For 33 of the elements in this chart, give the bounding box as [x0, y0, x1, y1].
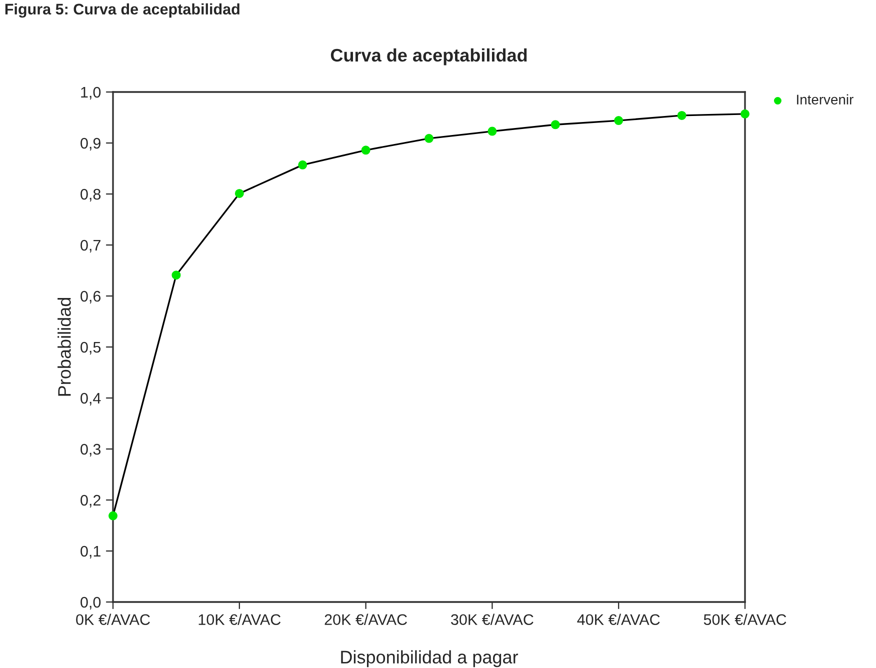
y-tick-label: 0,0 [80, 596, 101, 610]
y-tick-label: 0,5 [80, 342, 101, 354]
y-tick-label: 0,6 [80, 290, 101, 304]
point [677, 110, 686, 120]
y-axis-title: Probabilidad [58, 298, 71, 396]
point [298, 160, 308, 170]
x-tick-label: 40K €/AVAC [577, 614, 660, 626]
point [614, 116, 624, 126]
point [424, 134, 434, 143]
point [361, 146, 370, 155]
point [234, 188, 244, 198]
y-tick-label: 0,2 [80, 494, 100, 508]
point [172, 270, 181, 280]
y-tick-label: 0,3 [80, 444, 101, 456]
point [740, 109, 750, 118]
x-tick-label: 10K €/AVAC [198, 614, 281, 626]
y-tick-label: 0,4 [80, 392, 101, 406]
point [108, 511, 118, 520]
x-tick-label: 50K €/AVAC [704, 614, 786, 626]
chart-title: Curva de aceptabilidad [330, 48, 527, 66]
point [488, 126, 497, 136]
y-tick-label: 1,0 [81, 86, 101, 100]
text: Figura 5: Curva de aceptabilidad [5, 3, 240, 18]
x-tick-label: 20K €/AVAC [324, 614, 407, 626]
y-tick-label: 0,1 [80, 546, 100, 558]
y-tick-label: 0,9 [80, 138, 100, 150]
x-tick-label: 0K €/AVAC [76, 614, 150, 626]
point [550, 120, 560, 130]
x-tick-label: 30K €/AVAC [451, 614, 534, 626]
y-tick-label: 0,7 [80, 240, 100, 252]
legend-label: Intervenir [797, 94, 854, 104]
y-tick-label: 0,8 [80, 188, 101, 202]
x-axis-title: Disponibilidad a pagar [341, 650, 518, 668]
